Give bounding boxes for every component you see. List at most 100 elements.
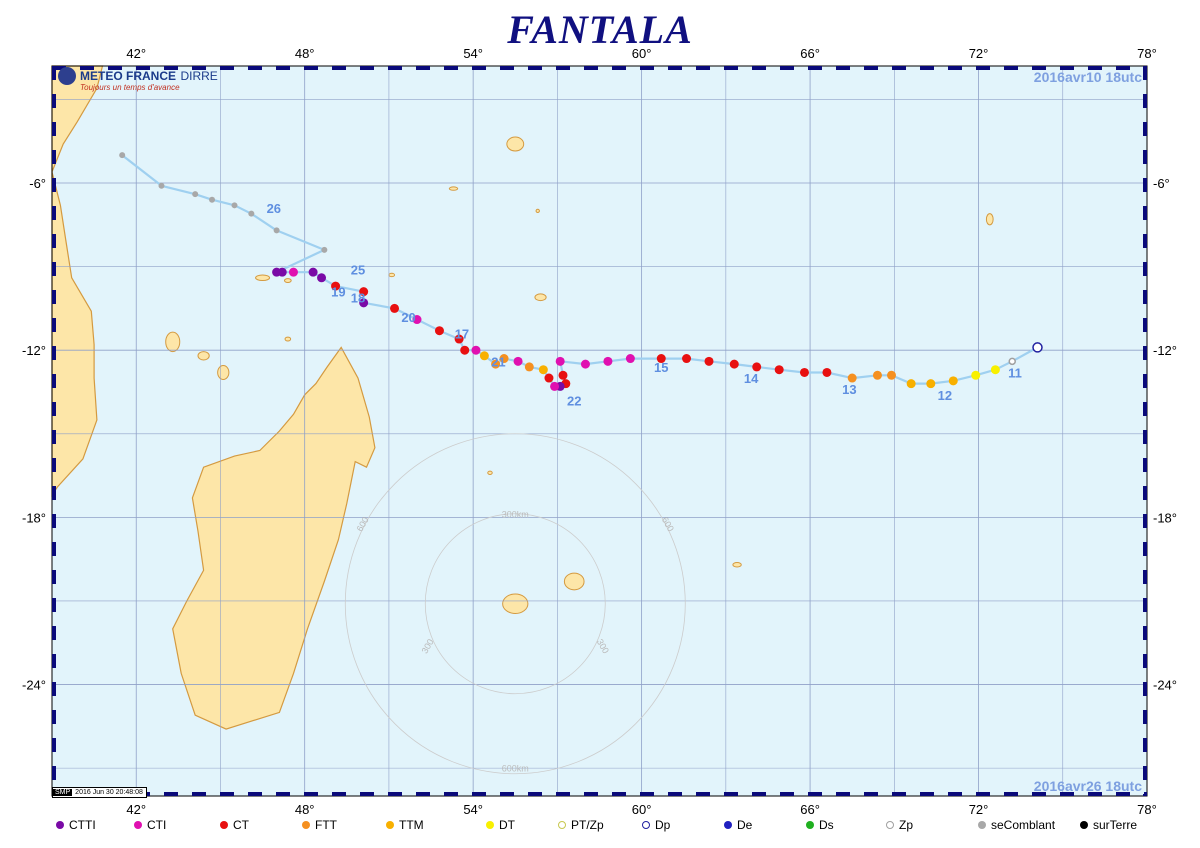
- track-point-ftt: [887, 370, 896, 380]
- track-point-ctti: [272, 267, 282, 277]
- track-point-zp: [1008, 357, 1016, 366]
- stamp-text: 2016 Jun 30 20:48:08: [75, 789, 143, 796]
- diego-garcia-island: [985, 213, 994, 226]
- track-point-ct: [704, 356, 714, 366]
- track-point-ct: [331, 281, 341, 291]
- legend-dot-icon: [134, 820, 142, 829]
- track-point-ttm: [538, 365, 548, 375]
- meteo-france-emblem-icon: [58, 67, 76, 85]
- track-point-ct: [390, 303, 400, 313]
- track-point-cti: [625, 354, 635, 364]
- legend-dot-icon: [724, 820, 732, 829]
- ring-600km: [344, 433, 686, 775]
- legend-label: DT: [499, 818, 515, 832]
- track-point-cti: [288, 267, 298, 277]
- axis-tick-labels: 42° 42° 48° 48° 54° 54° 60° 60° 66° 66° 72° 72° 78° 7…: [22, 46, 1177, 817]
- track-point-ftt: [872, 370, 882, 380]
- legend-item: DT: [486, 818, 515, 832]
- track-point-cti: [412, 315, 422, 325]
- day-label: 25: [351, 262, 365, 277]
- mahe-island: [506, 136, 525, 152]
- track-point-ct: [799, 367, 809, 377]
- end-date-label: 2016avr26 18utc: [1034, 778, 1142, 794]
- track-point-ct: [774, 365, 784, 375]
- lon-tick-top: 78°: [1137, 46, 1157, 61]
- legend-item: CT: [220, 818, 249, 832]
- lon-tick-bottom: 78°: [1137, 802, 1157, 817]
- legend-label: Dp: [655, 818, 671, 832]
- reunion-island: [502, 593, 529, 615]
- track-point-cti: [471, 345, 481, 355]
- legend-dot-icon: [642, 820, 650, 829]
- track-point-ttm: [906, 379, 916, 389]
- map-frame: [51, 65, 1148, 797]
- legend-label: seComblant: [991, 818, 1056, 832]
- lat-tick-left: -18°: [22, 510, 46, 525]
- legend-item: Dp: [642, 818, 670, 832]
- legend-label: FTT: [315, 818, 337, 832]
- lon-tick-bottom: 66°: [800, 802, 820, 817]
- legend-dot-icon: [56, 820, 64, 829]
- legend-label: TTM: [399, 818, 424, 832]
- track-point-ct: [454, 334, 464, 344]
- track-point-cti: [555, 356, 565, 366]
- lat-tick-left: -12°: [22, 343, 46, 358]
- glorieuses-island: [284, 336, 292, 342]
- track-point-secomblant: [321, 246, 328, 253]
- africa-coast: [51, 65, 104, 498]
- track-point-ct: [544, 373, 554, 383]
- tromelin-island: [487, 470, 493, 475]
- day-label: 14: [744, 371, 759, 386]
- amirante-island: [448, 186, 459, 191]
- track-point-cti: [603, 356, 613, 366]
- legend-item: FTT: [302, 818, 337, 832]
- logo-tagline: Toujours un temps d'avance: [80, 83, 180, 93]
- day-label: 18: [351, 290, 365, 305]
- track-point-secomblant: [273, 227, 280, 234]
- legend-item: CTI: [134, 818, 166, 832]
- legend-label: CT: [233, 818, 249, 832]
- legend-dot-icon: [486, 820, 494, 829]
- day-label: 26: [267, 201, 281, 216]
- logo-dept: DIRRE: [180, 69, 218, 84]
- legend-dot-icon: [978, 820, 986, 829]
- ring-label-300km: 300km: [502, 510, 529, 520]
- track-point-ctti: [308, 267, 318, 277]
- legend-label: Zp: [899, 818, 914, 832]
- legend-item: CTTI: [56, 818, 96, 832]
- legend-dot-icon: [886, 820, 894, 829]
- lon-tick-top: 54°: [463, 46, 483, 61]
- track-point-ctti: [359, 298, 369, 308]
- track-point-ct: [460, 345, 470, 355]
- logo-name: METEO FRANCE: [80, 69, 176, 84]
- legend-label: CTTI: [69, 818, 96, 832]
- day-labels: 11 12 13 14 15 21 22 17 20 18 19 25 26: [267, 201, 1022, 408]
- start-date-label: 2016avr10 18utc: [1034, 69, 1142, 85]
- mauritius-island: [563, 572, 585, 591]
- day-label: 22: [567, 393, 581, 408]
- grande-comore-island: [165, 331, 181, 353]
- legend-item: Zp: [886, 818, 913, 832]
- legend-dot-icon: [1080, 820, 1088, 829]
- madagascar-landmass: [172, 346, 376, 730]
- track-point-ttm: [948, 376, 958, 386]
- legend-label: surTerre: [1093, 818, 1138, 832]
- track-point-dp: [1032, 342, 1043, 353]
- agalega-island: [534, 293, 547, 302]
- track-point-ct: [558, 370, 568, 380]
- stamp-badge: SMP: [53, 789, 73, 796]
- track-point-ct: [359, 287, 369, 297]
- track-point-ttm: [926, 379, 936, 389]
- storm-name-title: FANTALA: [507, 7, 693, 52]
- legend-item: seComblant: [978, 818, 1055, 832]
- day-label: 15: [654, 360, 668, 375]
- track-point-ct: [434, 326, 444, 336]
- lon-tick-bottom: 72°: [969, 802, 989, 817]
- legend-dot-icon: [558, 820, 566, 829]
- track-point-ct: [656, 354, 666, 364]
- track-point-secomblant: [231, 202, 238, 209]
- legend-label: CTI: [147, 818, 167, 832]
- track-point-ttm: [479, 351, 489, 361]
- anjouan-island: [197, 351, 210, 361]
